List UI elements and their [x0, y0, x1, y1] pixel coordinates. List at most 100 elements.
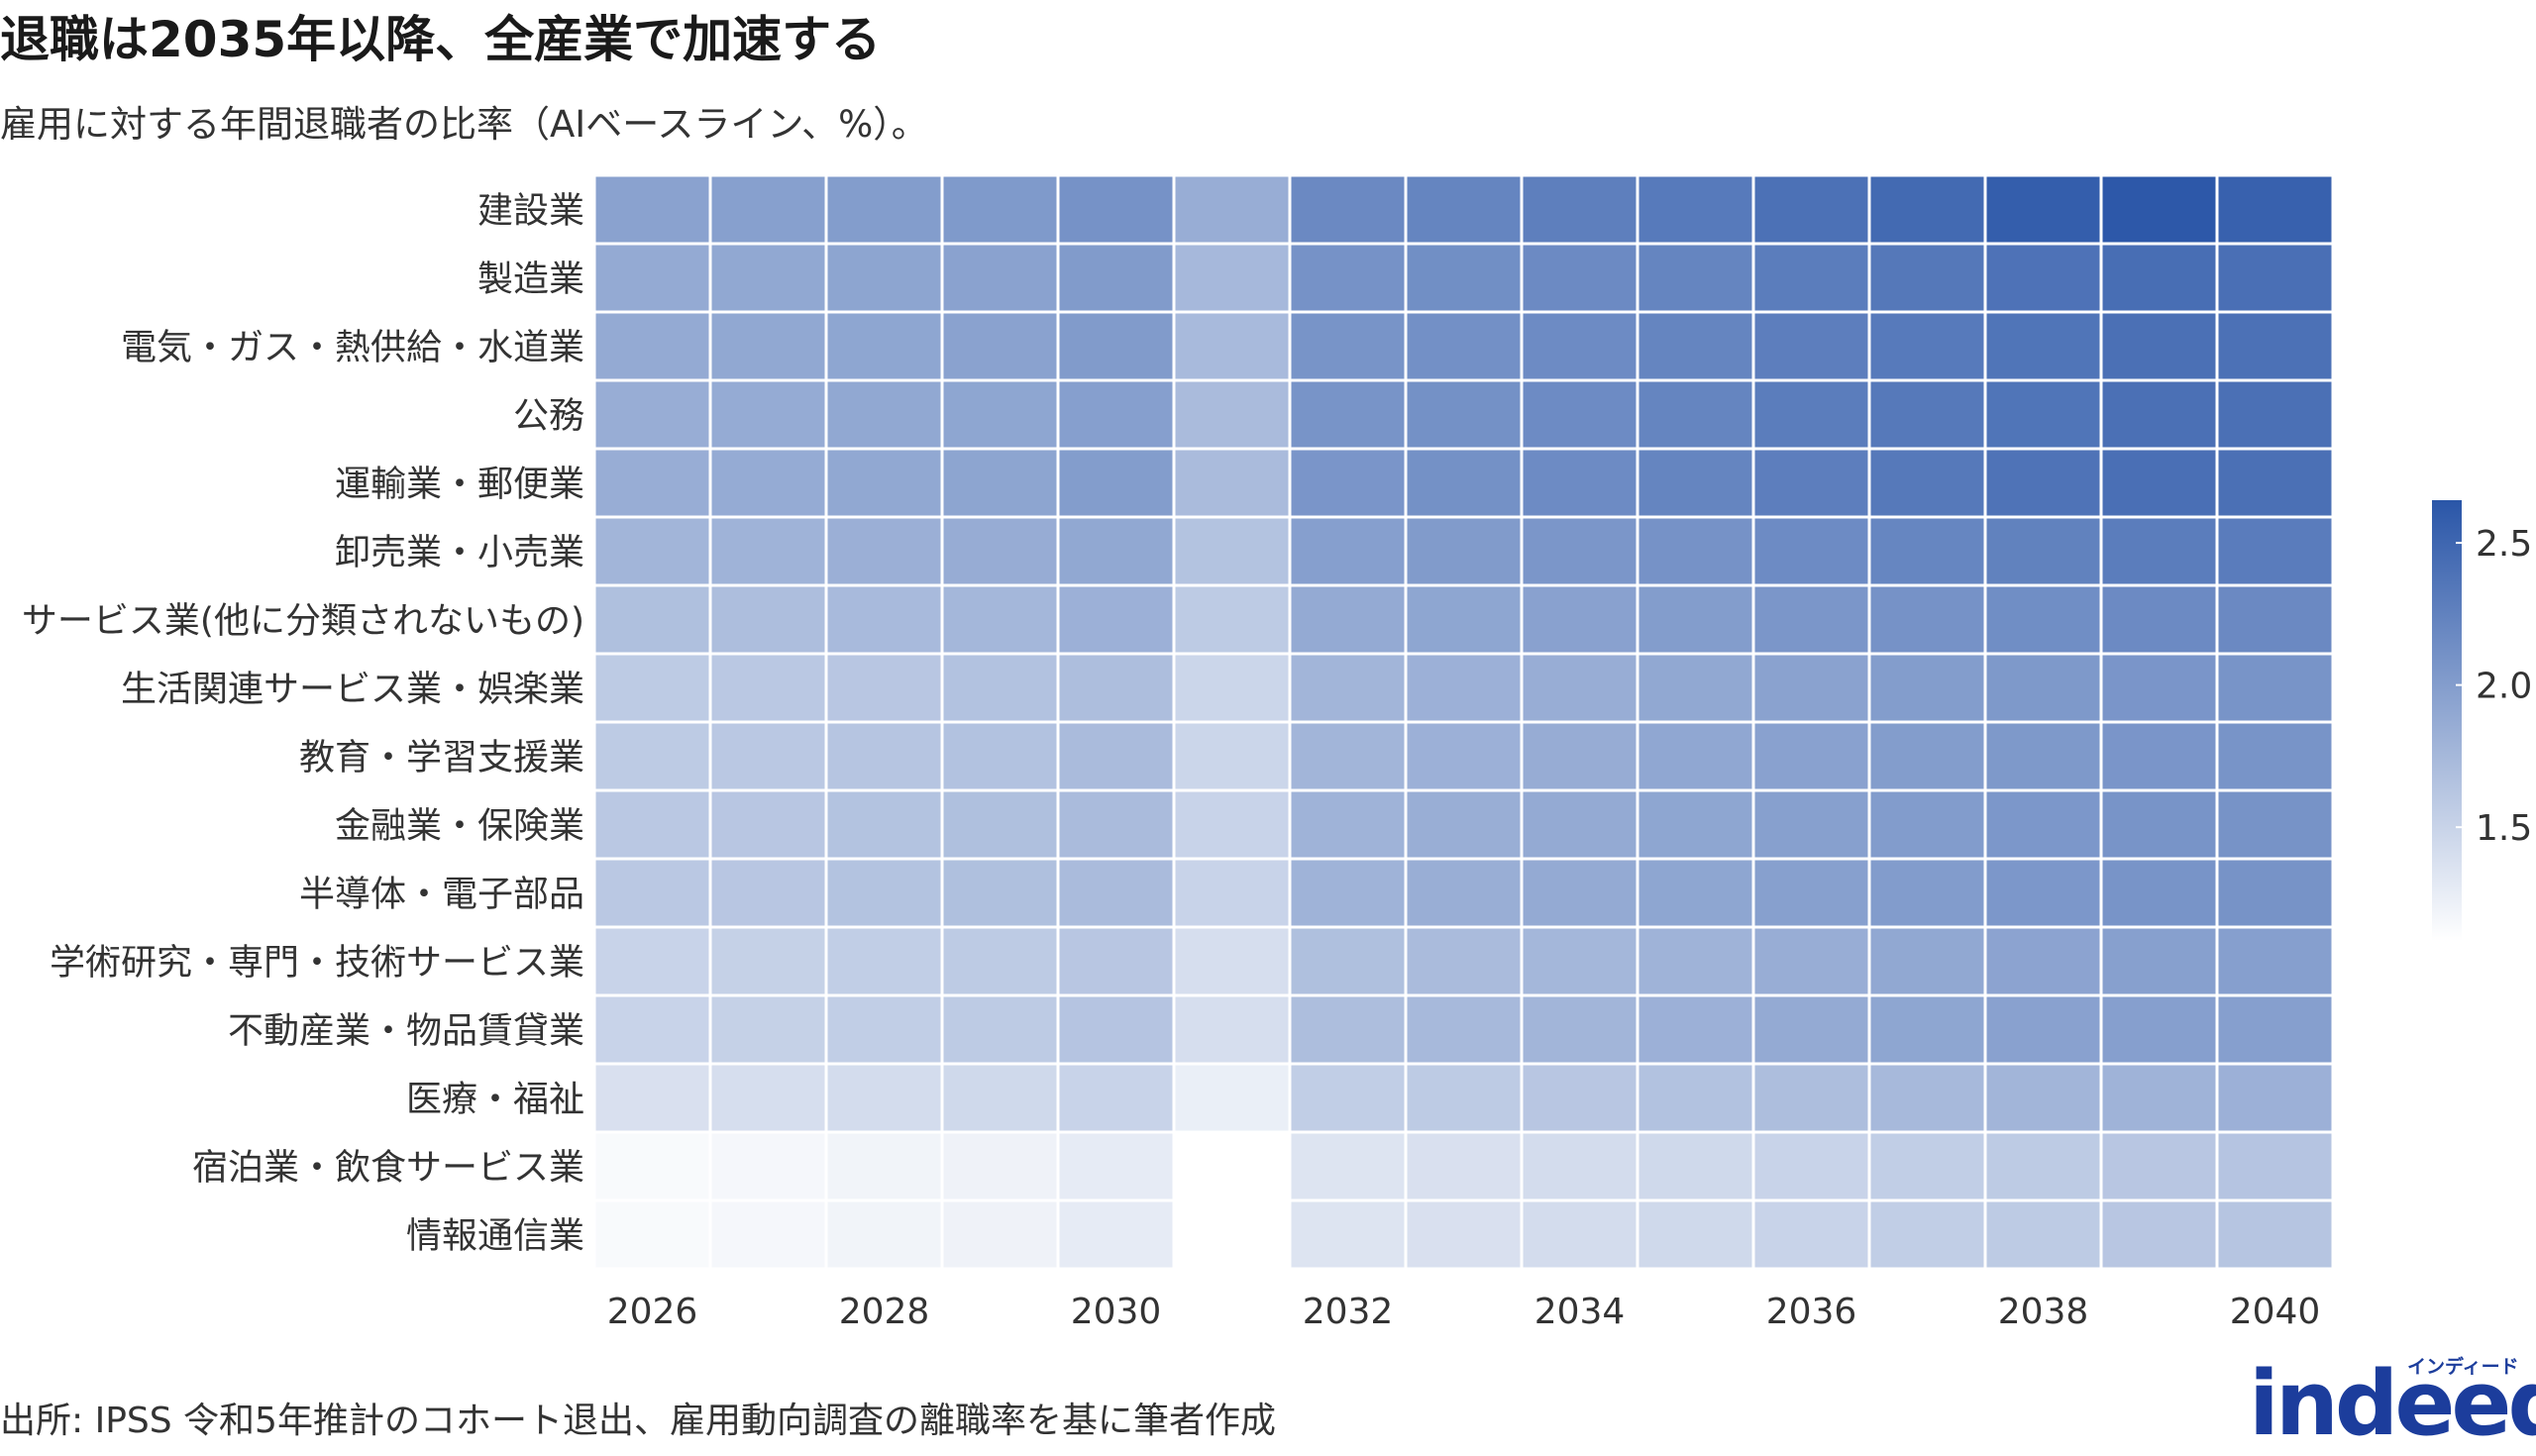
heatmap-cell — [1751, 1062, 1871, 1134]
heatmap-cell — [1520, 788, 1639, 861]
heatmap-cell — [1056, 1062, 1176, 1134]
chart-subtitle: 雇用に対する年間退職者の比率（AIベースライン、%）。 — [0, 103, 928, 146]
heatmap-cell — [1056, 720, 1176, 792]
heatmap-cell — [1751, 652, 1871, 724]
heatmap-cell — [592, 378, 712, 451]
heatmap-cell — [824, 378, 944, 451]
heatmap-cell — [1636, 378, 1755, 451]
heatmap-cell — [708, 310, 828, 382]
heatmap-cell — [940, 857, 1060, 929]
heatmap-cell — [592, 242, 712, 314]
heatmap-cell — [1056, 993, 1176, 1066]
heatmap-cell — [1867, 1198, 1987, 1271]
heatmap-cell — [824, 788, 944, 861]
heatmap-cell — [2215, 652, 2335, 724]
heatmap-cell — [1867, 515, 1987, 587]
heatmap-cell — [1288, 1062, 1408, 1134]
heatmap-cell — [824, 1062, 944, 1134]
x-tick-label: 2038 — [1998, 1292, 2089, 1332]
heatmap-cell — [2099, 515, 2219, 587]
heatmap-cell — [1867, 857, 1987, 929]
heatmap-cell — [1288, 788, 1408, 861]
heatmap-cell — [1520, 1062, 1639, 1134]
heatmap-cell — [1751, 1198, 1871, 1271]
heatmap-cell — [2099, 993, 2219, 1066]
heatmap-cell — [1983, 788, 2103, 861]
heatmap-cell — [1056, 1198, 1176, 1271]
heatmap-cell — [940, 788, 1060, 861]
heatmap-cell — [1520, 993, 1639, 1066]
heatmap-cell — [1288, 1130, 1408, 1202]
heatmap-cell — [2215, 1130, 2335, 1202]
heatmap-cell — [1404, 1198, 1524, 1271]
y-tick-label: 不動産業・物品賃貸業 — [228, 1011, 584, 1052]
heatmap-cell — [1520, 515, 1639, 587]
heatmap-cell — [708, 788, 828, 861]
y-tick-label: サービス業(他に分類されないもの) — [22, 601, 584, 642]
heatmap-cell — [940, 173, 1060, 246]
heatmap-cell — [1404, 447, 1524, 519]
heatmap-cell — [592, 1130, 712, 1202]
heatmap-cell — [824, 857, 944, 929]
heatmap-cell — [1404, 310, 1524, 382]
heatmap-cell — [1404, 925, 1524, 997]
heatmap-cell — [2099, 720, 2219, 792]
x-tick-label: 2040 — [2230, 1292, 2321, 1332]
heatmap-cell — [1056, 857, 1176, 929]
heatmap-cell — [1867, 788, 1987, 861]
heatmap-cell — [2215, 447, 2335, 519]
heatmap-chart: 建設業製造業電気・ガス・熱供給・水道業公務運輸業・郵便業卸売業・小売業サービス業… — [22, 173, 2532, 1332]
indeed-logo: インディード indeed — [2249, 1352, 2536, 1449]
heatmap-cell — [1288, 720, 1408, 792]
heatmap-cell — [1636, 583, 1755, 656]
heatmap-cell — [1404, 652, 1524, 724]
heatmap-cell — [1983, 583, 2103, 656]
heatmap-cell — [2099, 378, 2219, 451]
heatmap-cell — [1867, 310, 1987, 382]
heatmap-cell — [1056, 173, 1176, 246]
heatmap-cell — [1983, 310, 2103, 382]
heatmap-cell — [2215, 173, 2335, 246]
heatmap-cell — [1636, 515, 1755, 587]
heatmap-cell — [592, 857, 712, 929]
heatmap-cell — [2215, 515, 2335, 587]
heatmap-cell — [1867, 1130, 1987, 1202]
heatmap-cell — [1867, 720, 1987, 792]
heatmap-cell — [1172, 857, 1292, 929]
heatmap-cell — [1172, 652, 1292, 724]
heatmap-cell — [2099, 583, 2219, 656]
heatmap-cell — [1172, 720, 1292, 792]
heatmap-cell — [708, 925, 828, 997]
heatmap-cell — [2215, 1198, 2335, 1271]
heatmap-cell — [1172, 583, 1292, 656]
heatmap-cell — [592, 1198, 712, 1271]
heatmap-cell — [1636, 925, 1755, 997]
y-tick-label: 情報通信業 — [406, 1216, 584, 1257]
heatmap-cell — [940, 310, 1060, 382]
heatmap-cell — [1520, 173, 1639, 246]
heatmap-cell — [824, 925, 944, 997]
heatmap-cell — [1983, 515, 2103, 587]
heatmap-cell — [2215, 378, 2335, 451]
y-tick-label: 生活関連サービス業・娯楽業 — [121, 670, 584, 710]
heatmap-cell — [1172, 447, 1292, 519]
heatmap-cell — [824, 993, 944, 1066]
heatmap-cell — [1983, 1130, 2103, 1202]
y-tick-label: 運輸業・郵便業 — [335, 465, 584, 505]
heatmap-cell — [2099, 1130, 2219, 1202]
chart-title: 退職は2035年以降、全産業で加速する — [0, 11, 882, 68]
heatmap-cell — [1520, 1130, 1639, 1202]
heatmap-cell — [1751, 788, 1871, 861]
y-tick-label: 宿泊業・飲食サービス業 — [192, 1148, 584, 1189]
heatmap-cell — [1983, 447, 2103, 519]
heatmap-cell — [1288, 583, 1408, 656]
heatmap-cell — [708, 173, 828, 246]
heatmap-cell — [1288, 447, 1408, 519]
heatmap-cell — [2099, 857, 2219, 929]
heatmap-cell — [1288, 1198, 1408, 1271]
heatmap-cell — [1288, 515, 1408, 587]
heatmap-cell — [1172, 788, 1292, 861]
heatmap-cell — [1867, 378, 1987, 451]
heatmap-cell — [708, 1198, 828, 1271]
heatmap-cell — [1056, 515, 1176, 587]
